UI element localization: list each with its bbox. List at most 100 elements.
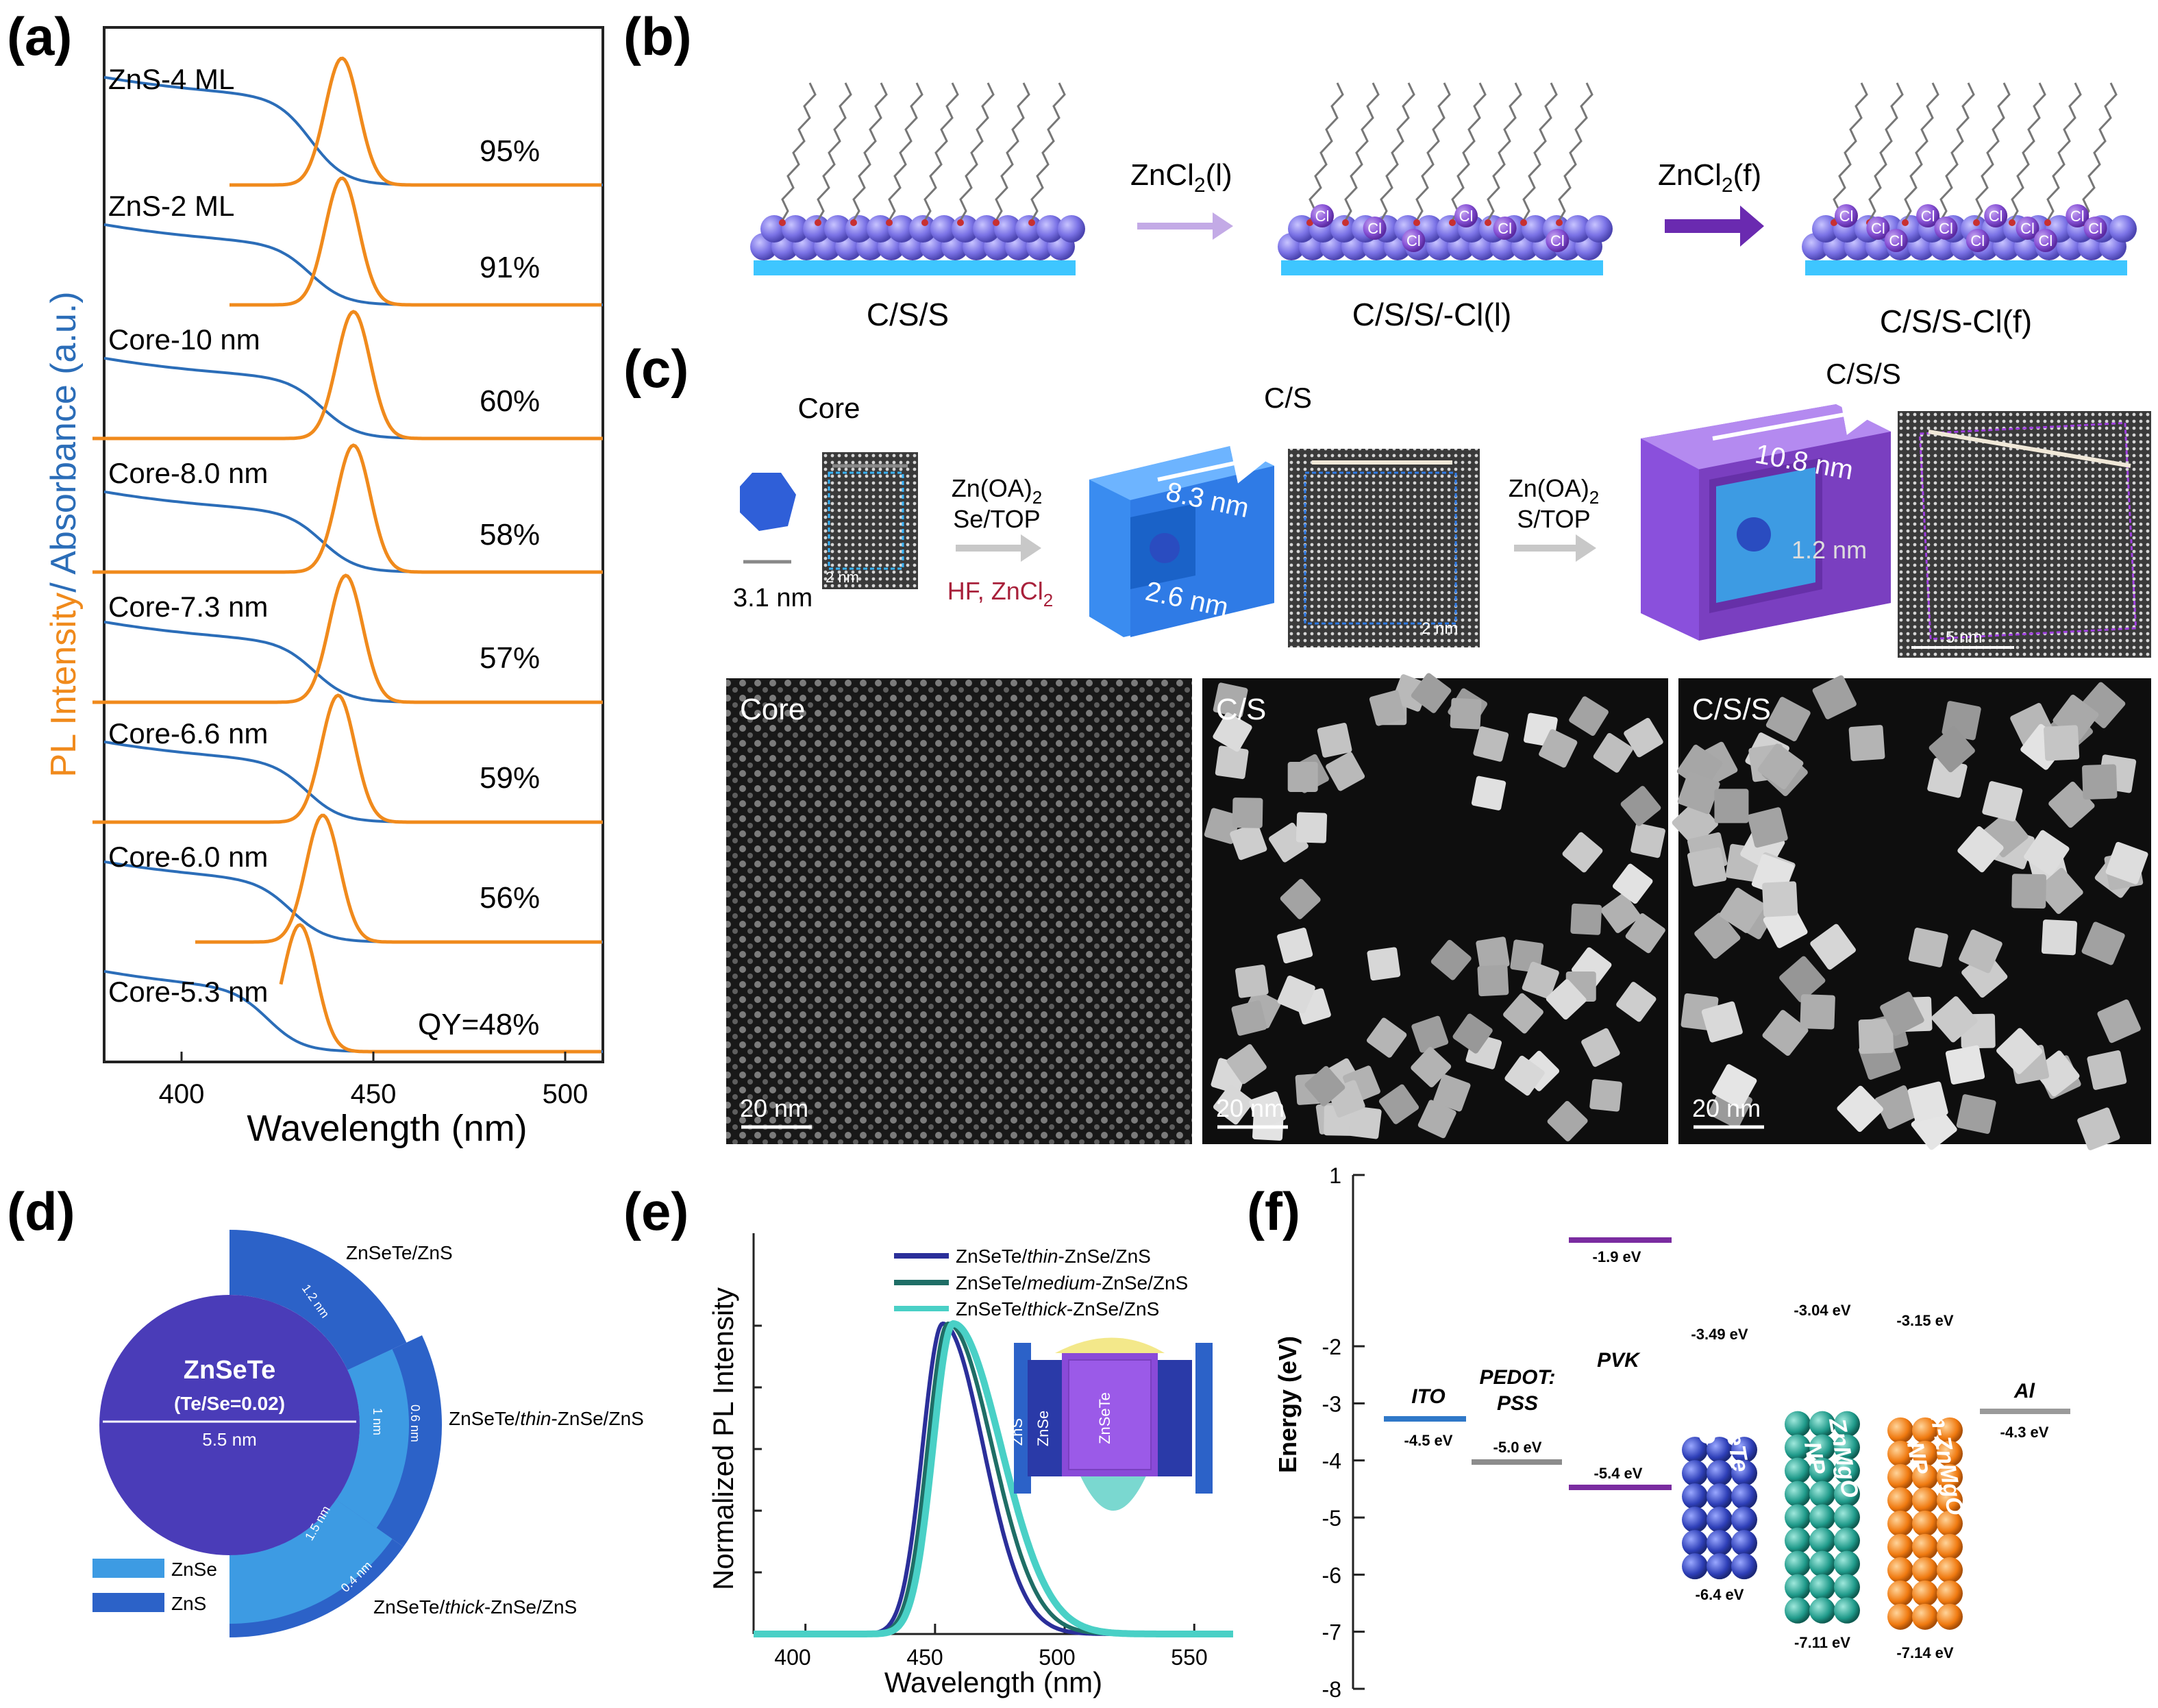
tem-cs-scale: 20 nm [1216,1094,1285,1122]
qy-label: 58% [480,518,540,552]
legend-znse: ZnSe [171,1559,217,1580]
sample-label: Core-10 nm [108,323,260,356]
panel-e-ylabel: Normalized PL Intensity [707,1287,739,1590]
css-hrtem-image [1898,411,2151,658]
panel-f-yaxis-ticks: 1 -2 -3 -4 -5 -6 -7 -8 [1322,1163,1365,1702]
arrow1-icon [1137,212,1233,240]
panel-e-chart: Normalized PL Intensity Wavelength (nm) … [707,1233,1233,1698]
al-value: -4.3 eV [2000,1424,2049,1441]
znmgo-homo-value: -7.11 eV [1794,1634,1850,1651]
cl-atom-label: Cl [1871,220,1885,237]
cl-atom-label: Cl [2088,220,2103,237]
cs-scale-label: 2 nm [1422,619,1458,638]
f-ytick: -6 [1322,1563,1341,1587]
step1-arrow-icon [956,534,1041,562]
cl-atom-label: Cl [1367,220,1382,237]
cl-atom-label: Cl [1550,232,1565,249]
panel-a-xtick-500: 500 [543,1079,588,1109]
cl-atom-label: Cl [1498,220,1512,237]
cl-atom-label: Cl [1839,208,1854,225]
qy-label: 59% [480,761,540,795]
core-diameter: 5.5 nm [202,1429,257,1450]
core-name: ZnSeTe [184,1356,275,1385]
tem-css-scale: 20 nm [1692,1094,1761,1122]
pl-curve [92,443,603,574]
panel-d-diagram: ZnSeTe (Te/Se=0.02) 5.5 nm ZnSeTe/ZnS Zn… [92,1230,644,1637]
legend-medium: ZnSeTe/medium-ZnSe/ZnS [956,1272,1188,1294]
cl-atom-label: Cl [2039,232,2053,249]
pedot-label-1: PEDOT: [1479,1366,1555,1389]
panel-label-a: (a) [7,6,72,66]
core-size-label: 3.1 nm [733,584,813,612]
css-shell-label: 1.2 nm [1791,536,1867,564]
qy-label: 91% [480,251,540,284]
css-title: C/S/S [1826,358,1901,390]
qy-label: 56% [480,881,540,915]
panel-label-c: (c) [623,338,689,399]
pvk-homo-value: -5.4 eV [1594,1465,1643,1482]
legend-thick: ZnSeTe/thick-ZnSe/ZnS [956,1298,1159,1320]
legend-zns: ZnS [171,1593,206,1614]
step1-line2: Se/TOP [953,505,1040,533]
pl-curve [230,56,602,187]
qy-label: 95% [480,134,540,168]
label-znsete-zns: ZnSeTe/ZnS [346,1242,453,1263]
cs-hrtem-image [1288,449,1480,647]
ito-label: ITO [1411,1385,1445,1408]
qd-lumo-value: -3.49 eV [1691,1326,1748,1343]
step2-line2: S/TOP [1517,505,1590,533]
tem-core-scale: 20 nm [740,1094,808,1122]
panel-e-inset-band-diagram: ZnS ZnSe ZnSeTe [1008,1337,1213,1511]
znmgo-label-2: NP [1799,1440,1831,1476]
pl-curve [92,693,603,824]
legend-thin: ZnSeTe/thin-ZnSe/ZnS [956,1246,1151,1267]
sample-label: Core-5.3 nm [108,976,268,1008]
slab3-label: C/S/S-Cl(f) [1880,304,2032,339]
qy-label: 57% [480,641,540,675]
pvk-label: PVK [1597,1349,1641,1372]
panel-a-xtick-450: 450 [351,1079,397,1109]
sample-label: ZnS-2 ML [108,190,234,222]
znse-shell-mid [336,1349,410,1528]
cl-atom-label: Cl [1315,208,1330,225]
sample-label: Core-6.0 nm [108,841,268,873]
arrow1-label: ZnCl2(l) [1130,158,1232,197]
slab-c-s-s-cl-l: Cl Cl Cl Cl Cl Cl [1278,82,1613,275]
pl-curve [92,573,603,704]
label-thick: ZnSeTe/thick-ZnSe/ZnS [373,1596,577,1618]
pl-curve [195,813,602,944]
panel-e-curves [754,1320,1233,1637]
panel-a-ylabel: PL Intensity/ Absorbance (a.u.) [44,291,84,777]
pl-curve [230,176,602,307]
label-thin: ZnSeTe/thin-ZnSe/ZnS [449,1408,644,1429]
qy-label: 60% [480,384,540,418]
css-cube [1641,394,1891,641]
core-scale-label: 2 nm [826,569,859,586]
legend-znse-swatch [92,1559,164,1578]
panel-label-b: (b) [623,6,692,66]
cl-atom-label: Cl [1989,208,2003,225]
qd-label-2: QD [1689,1408,1721,1447]
f-ytick: -7 [1322,1620,1341,1645]
inset-znse: ZnSe [1034,1411,1052,1447]
inset-zns: ZnS [1008,1418,1026,1446]
mznmgo-lumo-value: -3.15 eV [1896,1312,1953,1329]
pl-curve [92,310,603,441]
sample-label: Core-7.3 nm [108,591,268,623]
panel-c-schematic: Core C/S C/S/S 3.1 nm 2 nm Zn(OA)2 Se/TO… [733,358,2151,658]
sample-label: ZnS-4 ML [108,63,234,95]
mznmgo-ball-column [1887,1417,1963,1630]
step1-line1: Zn(OA)2 [952,474,1042,508]
f-ytick: -5 [1322,1506,1341,1531]
cs-cube [1089,443,1274,637]
css-scale-label: 5 nm [1946,628,1982,647]
panel-e-xlabel: Wavelength (nm) [884,1666,1102,1698]
panel-a-sample-labels: ZnS-4 ML 95% ZnS-2 ML 91% Core-10 nm 60% Core-… [108,63,540,1041]
core-ratio: (Te/Se=0.02) [174,1393,285,1414]
tem-cs-label: C/S [1216,693,1266,726]
f-ytick: -4 [1322,1449,1341,1474]
panel-e-xtick-500: 500 [1039,1645,1075,1670]
znmgo-ball-column [1785,1411,1860,1624]
